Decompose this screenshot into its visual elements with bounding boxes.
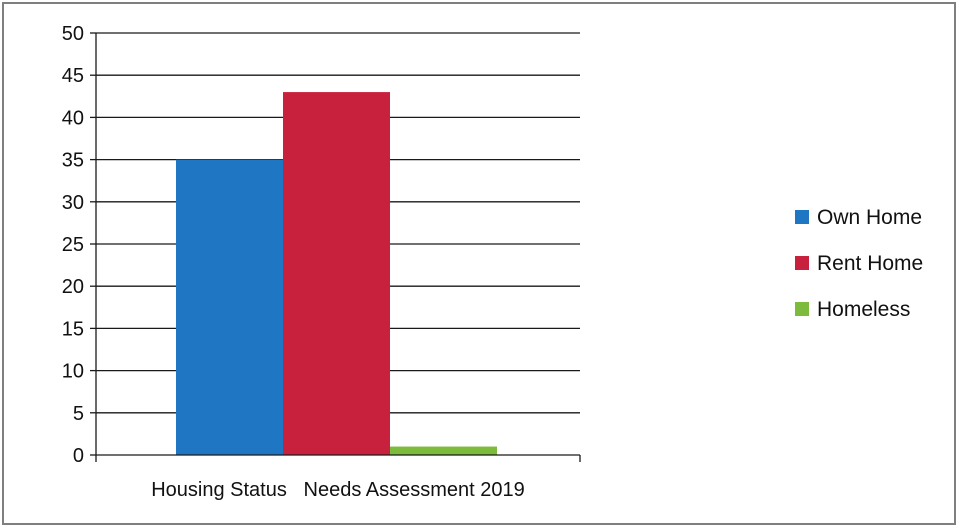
- bar-own-home: [176, 160, 283, 455]
- y-tick-label: 35: [62, 150, 84, 172]
- legend-swatch: [795, 210, 809, 224]
- x-axis: Housing Status Needs Assessment 2019: [96, 455, 580, 501]
- y-tick-label: 40: [62, 107, 84, 129]
- y-tick-label: 30: [62, 192, 84, 214]
- legend-label: Rent Home: [817, 252, 923, 275]
- y-tick-label: 50: [62, 23, 84, 45]
- y-tick-label: 5: [73, 403, 84, 425]
- y-tick-label: 15: [62, 318, 84, 340]
- y-axis: 0 5 10 15 20 25 30 35 40 45 50: [62, 23, 96, 467]
- legend: Own Home Rent Home Homeless: [795, 206, 923, 321]
- bar-rent-home: [283, 92, 390, 455]
- y-tick-label: 45: [62, 65, 84, 87]
- legend-swatch: [795, 256, 809, 270]
- legend-label: Own Home: [817, 206, 922, 229]
- y-tick-label: 0: [73, 445, 84, 467]
- legend-label: Homeless: [817, 298, 910, 321]
- legend-swatch: [795, 302, 809, 316]
- bar-homeless: [390, 447, 497, 455]
- bars: [176, 92, 497, 455]
- y-tick-label: 25: [62, 234, 84, 256]
- x-tick-label: Housing Status Needs Assessment 2019: [151, 479, 525, 501]
- y-tick-label: 20: [62, 276, 84, 298]
- y-tick-label: 10: [62, 361, 84, 383]
